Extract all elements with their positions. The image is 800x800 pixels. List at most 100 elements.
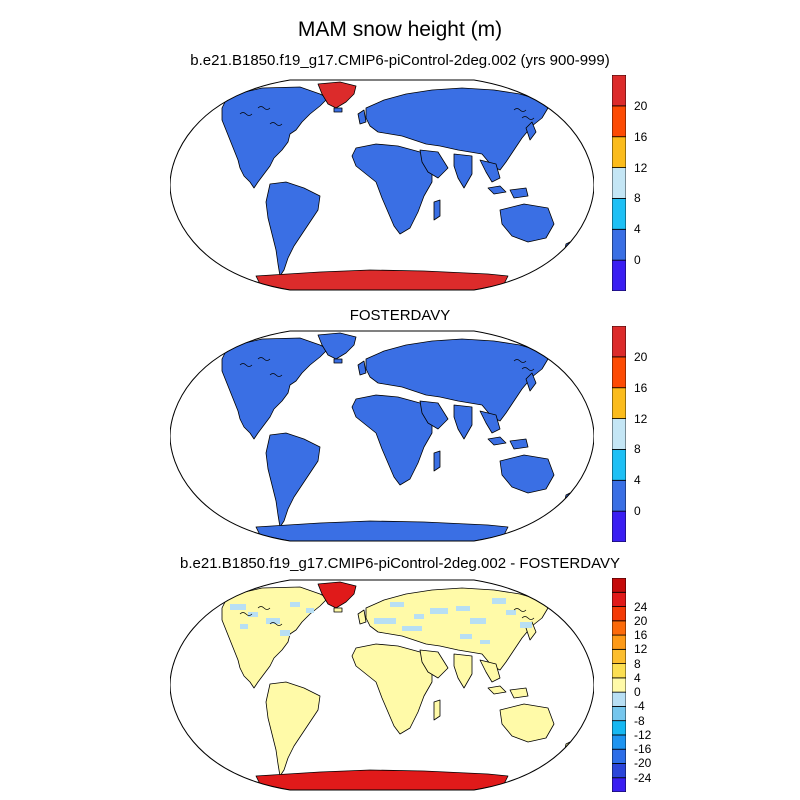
difference-patch bbox=[520, 622, 532, 628]
landmass-samerica bbox=[265, 432, 321, 528]
colorbar-box bbox=[612, 228, 626, 261]
landmass-indonesia2 bbox=[509, 438, 529, 450]
colorbar-boxes bbox=[612, 75, 626, 291]
contour-line bbox=[513, 108, 527, 112]
colorbar-tick-label: 0 bbox=[634, 253, 641, 268]
colorbar-box bbox=[612, 763, 626, 779]
difference-patch bbox=[492, 598, 506, 604]
colorbar-box bbox=[612, 720, 626, 736]
difference-patch bbox=[240, 624, 248, 629]
colorbar-tick-label: 20 bbox=[634, 349, 648, 364]
landmass-namerica bbox=[221, 337, 329, 440]
colorbar-tick-label: 12 bbox=[634, 642, 648, 657]
panel-3-colorbar: -24 -20 -16 -12 -8 -4 0 4 8 12 16 20 24 bbox=[612, 578, 672, 792]
colorbar-box bbox=[612, 620, 626, 636]
landmass-madagascar bbox=[433, 699, 441, 721]
landmass-indonesia1 bbox=[487, 685, 507, 695]
landmass-greenland bbox=[317, 581, 357, 609]
contour-line bbox=[269, 122, 283, 126]
colorbar-box bbox=[612, 648, 626, 665]
contour-line bbox=[521, 367, 535, 371]
difference-patch bbox=[266, 618, 280, 624]
landmass-namerica bbox=[221, 86, 329, 189]
difference-patch bbox=[230, 604, 246, 610]
landmass-japan bbox=[525, 372, 537, 392]
colorbar-box bbox=[612, 634, 626, 650]
landmass-japan bbox=[525, 121, 537, 141]
colorbar-box bbox=[612, 387, 626, 419]
difference-patch bbox=[430, 608, 448, 614]
landmass-eurasia bbox=[365, 338, 549, 422]
contour-line bbox=[521, 616, 535, 620]
difference-patch bbox=[506, 610, 516, 615]
contour-line bbox=[513, 608, 527, 612]
colorbar-box bbox=[612, 691, 626, 707]
landmass-iceland bbox=[333, 107, 343, 113]
colorbar-tick-label: 20 bbox=[634, 613, 648, 628]
colorbar-box bbox=[612, 356, 626, 389]
difference-patch bbox=[460, 634, 472, 639]
colorbar-box bbox=[612, 663, 626, 679]
difference-patch bbox=[306, 608, 314, 613]
colorbar-box bbox=[612, 777, 626, 792]
panel-2-title: FOSTERDAVY bbox=[349, 307, 451, 324]
colorbar-tick-label: 0 bbox=[634, 504, 641, 519]
colorbar-tick-label: -12 bbox=[634, 727, 652, 742]
landmass-greenland bbox=[317, 332, 357, 360]
landmass-iceland bbox=[333, 607, 343, 613]
colorbar-box bbox=[612, 326, 626, 358]
landmass-arabia bbox=[419, 149, 449, 179]
colorbar-tick-label: 20 bbox=[634, 98, 648, 113]
difference-patch bbox=[402, 626, 422, 631]
panel-2-colorbar: 0 4 8 12 16 20 bbox=[612, 326, 672, 542]
colorbar-box bbox=[612, 591, 626, 607]
landmass-africa bbox=[351, 643, 433, 735]
colorbar-box bbox=[612, 677, 626, 693]
colorbar-box bbox=[612, 606, 626, 622]
landmass-australia bbox=[499, 454, 555, 494]
colorbar-box bbox=[612, 105, 626, 138]
landmass-africa bbox=[351, 394, 433, 486]
colorbar-box bbox=[612, 136, 626, 168]
contour-line bbox=[257, 357, 271, 361]
difference-patch bbox=[290, 602, 300, 607]
panel-3-map bbox=[170, 579, 594, 791]
globe-outline bbox=[170, 330, 594, 542]
colorbar-box bbox=[612, 510, 626, 542]
colorbar-tick-label: -4 bbox=[634, 699, 645, 714]
contour-line bbox=[239, 612, 253, 616]
contour-line bbox=[521, 116, 535, 120]
panel-2-map bbox=[170, 330, 594, 542]
landmass-seasia bbox=[479, 410, 501, 434]
colorbar-tick-label: 12 bbox=[634, 160, 648, 175]
land-layer bbox=[221, 332, 571, 541]
colorbar-tick-label: 4 bbox=[634, 222, 641, 237]
colorbar-tick-label: -20 bbox=[634, 756, 652, 771]
colorbar-box bbox=[612, 75, 626, 107]
landmass-madagascar bbox=[433, 450, 441, 472]
colorbar-tick-label: 0 bbox=[634, 685, 641, 700]
colorbar-tick-label: 8 bbox=[634, 442, 641, 457]
colorbar-box bbox=[612, 705, 626, 722]
landmass-samerica bbox=[265, 681, 321, 777]
colorbar-tick-label: 16 bbox=[634, 628, 648, 643]
landmass-india bbox=[453, 153, 473, 189]
landmass-indonesia1 bbox=[487, 436, 507, 446]
landmass-arabia bbox=[419, 649, 449, 679]
landmass-indonesia2 bbox=[509, 687, 529, 699]
landmass-uk bbox=[357, 109, 367, 125]
landmass-australia bbox=[499, 703, 555, 743]
colorbar-tick-label: 8 bbox=[634, 191, 641, 206]
colorbar-tick-label: -8 bbox=[634, 713, 645, 728]
colorbar-tick-label: -24 bbox=[634, 770, 652, 785]
colorbar-box bbox=[612, 449, 626, 481]
landmass-eurasia bbox=[365, 87, 549, 171]
difference-patch bbox=[248, 612, 258, 617]
landmass-seasia bbox=[479, 659, 501, 683]
landmass-greenland bbox=[317, 81, 357, 109]
landmass-uk bbox=[357, 360, 367, 376]
colorbar-tick-label: 8 bbox=[634, 656, 641, 671]
contour-line bbox=[513, 359, 527, 363]
colorbar-tick-label: 4 bbox=[634, 670, 641, 685]
colorbar-tick-label: 12 bbox=[634, 411, 648, 426]
